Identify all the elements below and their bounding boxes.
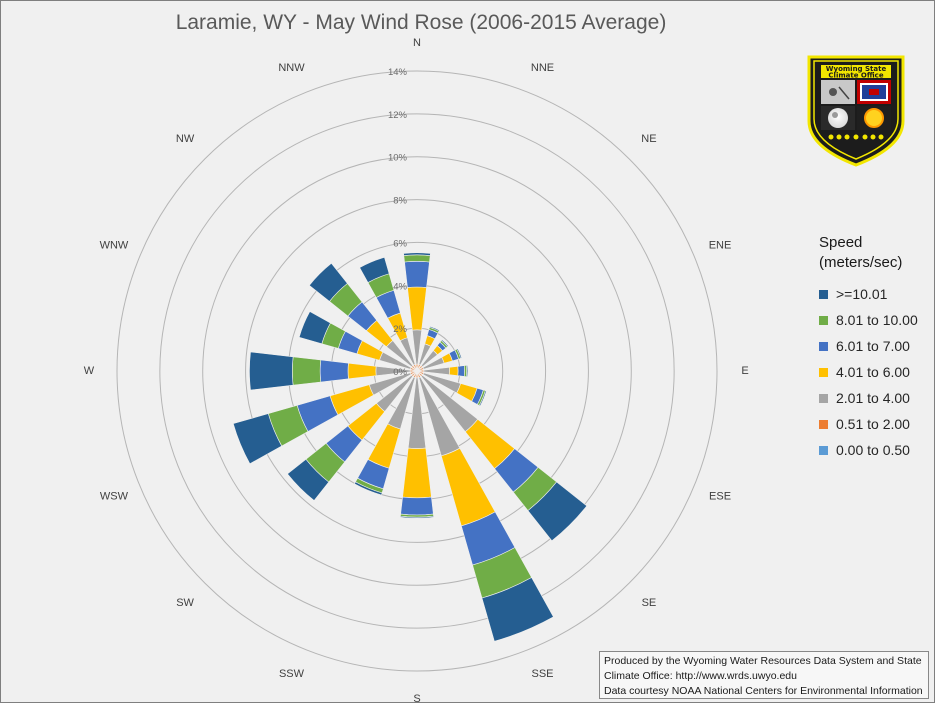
legend: Speed (meters/sec) >=10.01 8.01 to 10.00 6… (819, 233, 931, 463)
wedge-e (466, 364, 469, 378)
direction-labels: N NNE NE ENE E ESE SE SSE S SSW SW WSW W WNW NW NNW (84, 37, 749, 702)
wedge-ne (440, 339, 449, 348)
grid-ring (245, 199, 589, 543)
wedge-wsw (232, 413, 283, 465)
wedge-ese (478, 390, 487, 407)
direction-label-sw: SW (176, 597, 194, 609)
tick-label: 4% (393, 281, 407, 292)
wedge-n (403, 252, 431, 256)
wedge-ssw (354, 481, 383, 496)
wedge-s (402, 447, 432, 499)
legend-swatch (819, 315, 828, 325)
wedge-se (527, 481, 588, 542)
wedge-sse (440, 447, 496, 527)
direction-bars (232, 252, 588, 642)
logo-text-line1: Wyoming State (826, 65, 887, 73)
tick-label: 0% (393, 367, 407, 378)
direction-label-sse: SSE (532, 668, 554, 680)
wedge-e (449, 365, 459, 377)
direction-label-ese: ESE (709, 490, 731, 502)
climate-office-logo: Wyoming State Climate Office (805, 51, 907, 174)
wedge-n (404, 260, 430, 288)
wedge-s (400, 496, 434, 516)
wedge-s (399, 515, 435, 519)
legend-swatch (819, 393, 828, 403)
grid-ring (116, 70, 718, 672)
logo-text-line2: Climate Office (828, 72, 883, 80)
wedge-n (403, 254, 431, 263)
grid-ring (202, 156, 632, 586)
legend-label: >=10.01 (836, 286, 888, 302)
legend-label: 0.51 to 2.00 (836, 416, 910, 432)
wedge-nnw (359, 256, 390, 283)
legend-label: 0.00 to 0.50 (836, 442, 910, 458)
legend-item: 0.00 to 0.50 (819, 437, 931, 463)
wedge-nw (308, 262, 348, 302)
legend-label: 6.01 to 7.00 (836, 338, 910, 354)
tick-label: 8% (393, 196, 407, 207)
credit-line-3: Data courtesy NOAA National Centers for … (604, 685, 923, 697)
legend-swatch (819, 341, 828, 351)
tick-label: 2% (393, 324, 407, 335)
legend-label: 2.01 to 4.00 (836, 390, 910, 406)
legend-swatch (819, 419, 828, 429)
legend-label: 4.01 to 6.00 (836, 364, 910, 380)
legend-item: 6.01 to 7.00 (819, 333, 931, 359)
legend-item: 8.01 to 10.00 (819, 307, 931, 333)
legend-title-line1: Speed (819, 234, 863, 251)
legend-title-line2: (meters/sec) (819, 254, 903, 271)
legend-item: 4.01 to 6.00 (819, 359, 931, 385)
direction-label-nw: NW (176, 133, 195, 145)
tick-label: 12% (388, 110, 408, 121)
wedge-w (291, 356, 322, 386)
legend-items: >=10.01 8.01 to 10.00 6.01 to 7.00 4.01 to … (819, 281, 931, 463)
wedge-ssw (367, 423, 401, 469)
direction-label-w: W (84, 365, 95, 377)
direction-label-nnw: NNW (278, 62, 305, 74)
direction-label-wsw: WSW (100, 490, 129, 502)
direction-label-ene: ENE (709, 239, 732, 251)
wedge-nne (429, 325, 440, 332)
wedge-n (407, 286, 427, 331)
credit-line-2: Climate Office: http://www.wrds.uwyo.edu (604, 670, 797, 682)
wedge-w (319, 359, 349, 383)
legend-title: Speed (meters/sec) (819, 233, 931, 273)
wedge-e (457, 365, 465, 377)
direction-label-n: N (413, 37, 421, 49)
direction-label-se: SE (642, 597, 657, 609)
wedge-e (423, 366, 450, 376)
legend-label: 8.01 to 10.00 (836, 312, 918, 328)
legend-swatch (819, 289, 828, 299)
legend-item: 0.51 to 2.00 (819, 411, 931, 437)
radial-tick-labels: 0% 2% 4% 6% 8% 10% 12% 14% (388, 67, 408, 378)
wedge-ene (456, 348, 463, 359)
tick-label: 10% (388, 153, 408, 164)
shield-logo-icon: Wyoming State Climate Office (807, 55, 905, 167)
legend-item: >=10.01 (819, 281, 931, 307)
wedge-sse (481, 577, 554, 642)
credit-line-1: Produced by the Wyoming Water Resources … (604, 655, 922, 667)
direction-label-ne: NE (641, 133, 656, 145)
direction-label-ssw: SSW (279, 668, 305, 680)
direction-label-nne: NNE (531, 62, 554, 74)
wedge-w (249, 351, 294, 391)
chart-title: Laramie, WY - May Wind Rose (2006-2015 A… (175, 11, 667, 34)
direction-label-wnw: WNW (100, 239, 129, 251)
grid-ring (159, 113, 675, 629)
credit-box: Produced by the Wyoming Water Resources … (599, 651, 929, 699)
direction-label-e: E (741, 365, 748, 377)
legend-swatch (819, 367, 828, 377)
wedge-wnw (298, 311, 331, 345)
tick-label: 6% (393, 238, 407, 249)
wedge-sw (287, 458, 330, 501)
legend-item: 2.01 to 4.00 (819, 385, 931, 411)
wedge-w (347, 362, 377, 380)
legend-swatch (819, 445, 828, 455)
tick-label: 14% (388, 67, 408, 78)
direction-label-s: S (413, 693, 420, 702)
